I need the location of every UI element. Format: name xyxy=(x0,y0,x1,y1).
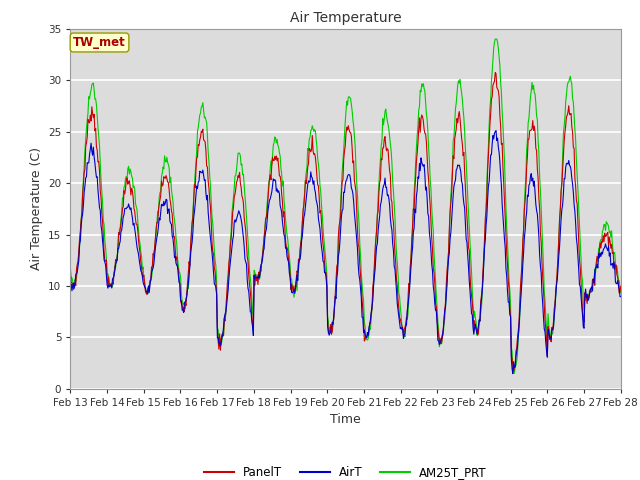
AirT xyxy=(413,193,420,199)
AM25T_PRT xyxy=(413,145,420,151)
AM25T_PRT xyxy=(67,272,74,278)
AM25T_PRT xyxy=(617,290,625,296)
X-axis label: Time: Time xyxy=(330,413,361,426)
AM25T_PRT xyxy=(133,206,141,212)
Line: PanelT: PanelT xyxy=(70,72,621,371)
PanelT xyxy=(189,216,196,221)
AM25T_PRT xyxy=(189,210,196,216)
Line: AM25T_PRT: AM25T_PRT xyxy=(70,39,621,373)
Y-axis label: Air Temperature (C): Air Temperature (C) xyxy=(29,147,43,270)
PanelT xyxy=(429,246,436,252)
Title: Air Temperature: Air Temperature xyxy=(290,11,401,25)
AM25T_PRT xyxy=(492,36,499,42)
AirT xyxy=(67,282,74,288)
AM25T_PRT xyxy=(218,337,226,343)
PanelT xyxy=(77,228,84,234)
PanelT xyxy=(133,221,141,227)
AM25T_PRT xyxy=(429,219,436,225)
AirT xyxy=(133,244,141,250)
AirT xyxy=(77,238,84,243)
Text: TW_met: TW_met xyxy=(73,36,126,49)
Legend: PanelT, AirT, AM25T_PRT: PanelT, AirT, AM25T_PRT xyxy=(200,461,492,480)
AirT xyxy=(189,229,196,235)
Line: AirT: AirT xyxy=(70,131,621,374)
PanelT xyxy=(492,70,499,75)
PanelT xyxy=(510,368,518,374)
AirT xyxy=(509,371,516,377)
PanelT xyxy=(218,332,226,337)
PanelT xyxy=(413,158,420,164)
AirT xyxy=(218,335,226,340)
AirT xyxy=(429,268,436,274)
AirT xyxy=(492,128,500,133)
AM25T_PRT xyxy=(511,371,518,376)
AirT xyxy=(617,294,625,300)
AM25T_PRT xyxy=(77,231,84,237)
PanelT xyxy=(67,265,74,271)
PanelT xyxy=(617,283,625,289)
